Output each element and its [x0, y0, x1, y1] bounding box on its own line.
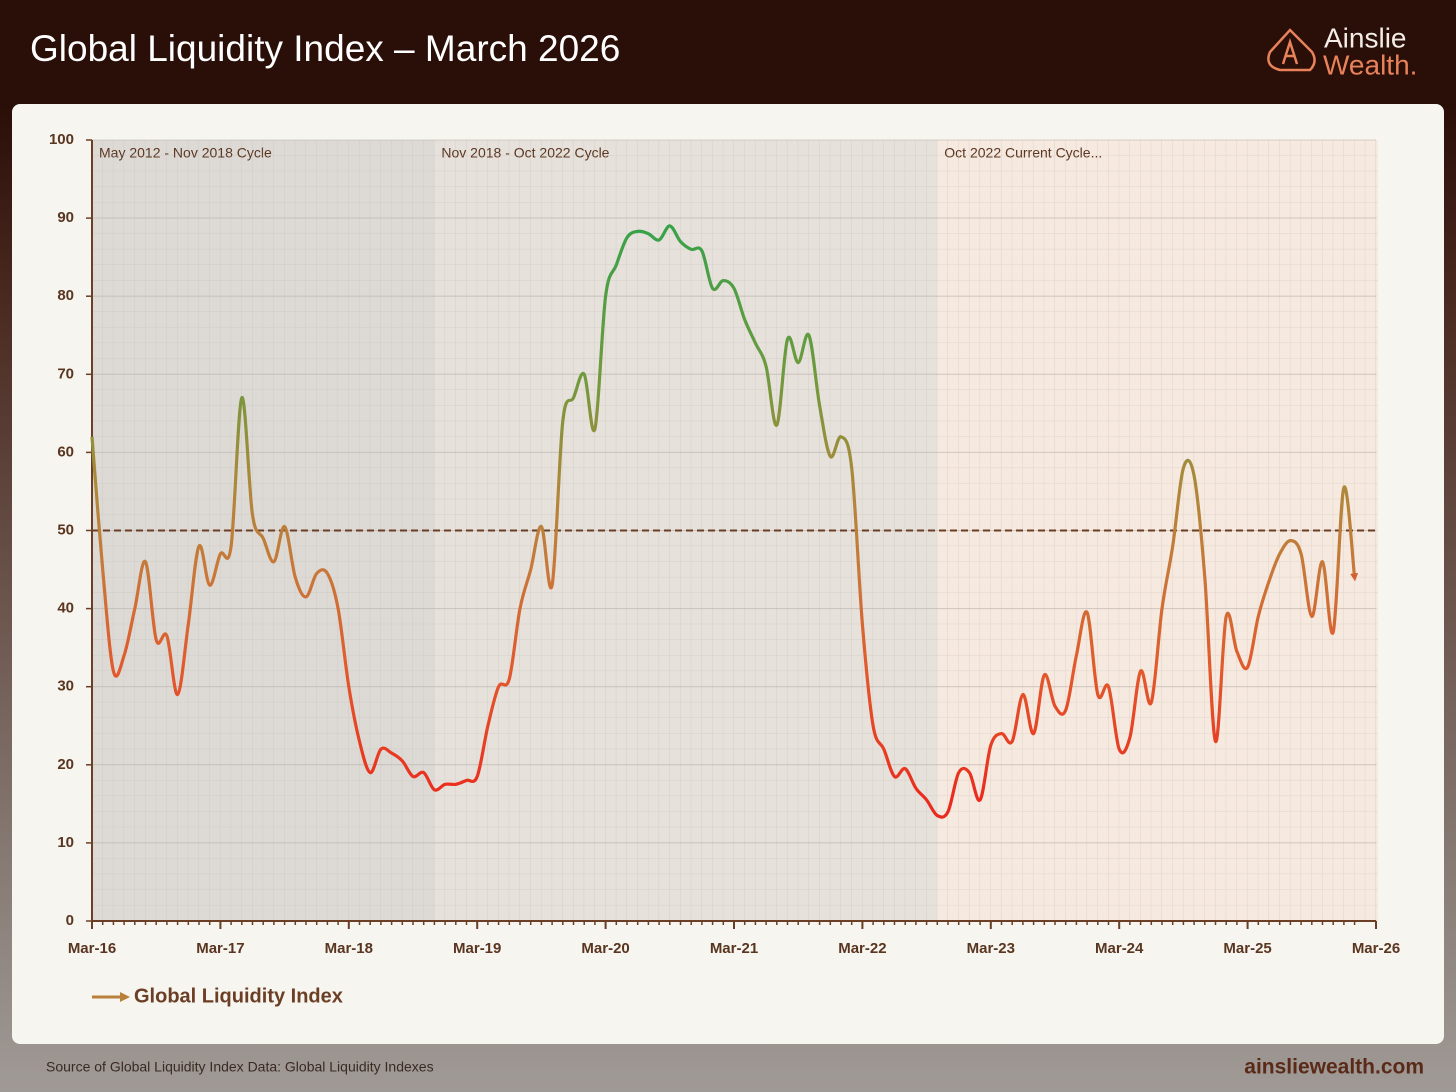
- y-tick-label: 0: [66, 912, 74, 929]
- y-tick-label: 60: [57, 443, 74, 460]
- legend-arrow: [120, 992, 130, 1002]
- x-tick-label: Mar-16: [68, 940, 116, 957]
- source: Source of Global Liquidity Index Data: G…: [46, 1059, 434, 1075]
- website: ainsliewealth.com: [1244, 1056, 1424, 1079]
- y-tick-label: 10: [57, 834, 74, 851]
- logo-bottom: Wealth.: [1323, 49, 1417, 80]
- y-tick-label: 100: [49, 131, 74, 148]
- x-tick-label: Mar-17: [196, 940, 244, 957]
- x-tick-label: Mar-20: [581, 940, 629, 957]
- legend-label: Global Liquidity Index: [134, 985, 343, 1007]
- y-tick-label: 40: [57, 600, 74, 617]
- y-tick-label: 90: [57, 209, 74, 226]
- x-tick-label: Mar-21: [710, 940, 758, 957]
- logo-top: Ainslie: [1324, 22, 1406, 53]
- x-tick-label: Mar-18: [325, 940, 373, 957]
- plot: May 2012 - Nov 2018 CycleNov 2018 - Oct …: [49, 131, 1400, 1007]
- y-tick-label: 70: [57, 365, 74, 382]
- y-tick-label: 80: [57, 287, 74, 304]
- x-tick-label: Mar-23: [967, 940, 1015, 957]
- logo-icon: [1267, 28, 1316, 72]
- index-line: [90, 224, 1359, 819]
- x-tick-label: Mar-25: [1223, 940, 1271, 957]
- logo-letter: [1281, 37, 1299, 65]
- x-tick-label: Mar-22: [838, 940, 886, 957]
- y-tick-label: 50: [57, 521, 74, 538]
- logo: Ainslie Wealth.: [1267, 22, 1417, 80]
- y-tick-label: 20: [57, 756, 74, 773]
- y-tick-label: 30: [57, 678, 74, 695]
- x-tick-label: Mar-19: [453, 940, 501, 957]
- x-tick-label: Mar-24: [1095, 940, 1144, 957]
- title: Global Liquidity Index – March 2026: [30, 28, 620, 69]
- x-tick-label: Mar-26: [1352, 940, 1400, 957]
